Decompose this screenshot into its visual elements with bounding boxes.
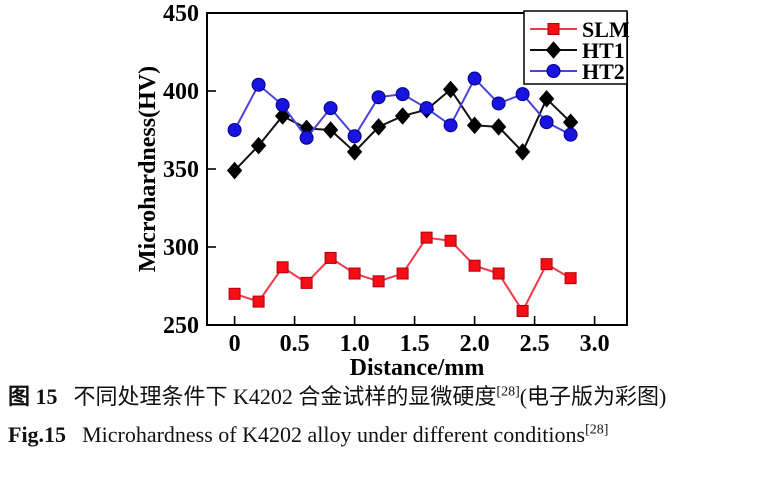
- marker-circle-ht2: [491, 96, 506, 111]
- microhardness-chart: 0 0.5 1.0 1.5 2.0 2.5 3.0 250 300 350 400 450 Distan…: [135, 1, 630, 380]
- marker-circle-ht2: [323, 101, 338, 116]
- marker-square-slm: [564, 272, 577, 285]
- y-tick-label: 300: [163, 235, 199, 261]
- legend-marker-ht1: [545, 41, 562, 59]
- marker-square-slm: [540, 258, 553, 271]
- series-slm: [228, 231, 577, 317]
- marker-circle-ht2: [275, 98, 290, 113]
- marker-circle-ht2: [227, 123, 242, 137]
- marker-diamond-ht1: [226, 161, 243, 180]
- marker-diamond-ht1: [490, 118, 507, 136]
- marker-diamond-ht1: [514, 143, 531, 161]
- x-tick-label: 0.5: [280, 331, 310, 357]
- marker-circle-ht2: [515, 87, 530, 102]
- marker-diamond-ht1: [250, 136, 267, 155]
- caption-cn-citation: [28]: [496, 384, 520, 400]
- marker-square-slm: [396, 267, 409, 280]
- x-tick-label: 2.0: [460, 331, 490, 357]
- marker-square-slm: [372, 275, 385, 288]
- legend-label-slm: SLM: [582, 17, 630, 42]
- marker-diamond-ht1: [442, 80, 459, 99]
- marker-diamond-ht1: [346, 143, 363, 161]
- marker-diamond-ht1: [274, 107, 291, 125]
- marker-square-slm: [324, 251, 337, 264]
- series-ht2: [227, 71, 578, 145]
- y-axis-label: Microhardness(HV): [135, 66, 161, 272]
- marker-diamond-ht1: [538, 90, 555, 108]
- y-tick-label: 450: [163, 1, 199, 27]
- marker-square-slm: [516, 304, 529, 317]
- legend-label-ht2: HT2: [582, 59, 625, 84]
- y-tick-label: 250: [163, 313, 199, 339]
- x-tick-label: 0: [229, 331, 241, 357]
- caption-cn-text-after: (电子版为彩图): [519, 384, 667, 409]
- marker-circle-ht2: [419, 101, 434, 116]
- caption-english: Fig.15 Microhardness of K4202 alloy under…: [0, 419, 774, 450]
- legend: [523, 10, 628, 85]
- marker-square-slm: [300, 276, 313, 289]
- marker-diamond-ht1: [370, 118, 387, 136]
- legend-label-ht1: HT1: [582, 38, 625, 63]
- x-tick-label: 1.0: [340, 331, 370, 357]
- caption-en-label: Fig.15: [8, 422, 67, 448]
- marker-circle-ht2: [347, 129, 362, 144]
- caption-en-citation: [28]: [585, 422, 609, 438]
- caption-chinese: 图 15 不同处理条件下 K4202 合金试样的显微硬度[28](电子版为彩图): [0, 381, 774, 412]
- marker-circle-ht2: [467, 71, 482, 86]
- caption-cn-label: 图 15: [8, 384, 58, 409]
- marker-square-slm: [348, 267, 361, 280]
- marker-diamond-ht1: [466, 116, 483, 135]
- marker-square-slm: [420, 231, 433, 244]
- y-tick-label: 400: [163, 79, 199, 105]
- marker-square-slm: [228, 287, 241, 300]
- marker-diamond-ht1: [322, 121, 339, 139]
- caption-en-text: Microhardness of K4202 alloy under diffe…: [82, 422, 586, 448]
- legend-marker-slm: [547, 23, 560, 35]
- marker-square-slm: [492, 267, 505, 280]
- y-tick-label: 350: [163, 157, 199, 183]
- x-tick-label: 3.0: [580, 331, 610, 357]
- marker-circle-ht2: [563, 127, 578, 142]
- x-axis-label: Distance/mm: [350, 355, 485, 380]
- marker-square-slm: [468, 259, 481, 272]
- legend-marker-ht2: [546, 64, 561, 78]
- marker-circle-ht2: [443, 118, 458, 133]
- x-tick-label: 2.5: [520, 331, 550, 357]
- marker-square-slm: [276, 261, 289, 274]
- plot-frame: [206, 12, 628, 326]
- marker-diamond-ht1: [394, 107, 411, 125]
- marker-square-slm: [252, 295, 265, 308]
- figure-captions: 图 15 不同处理条件下 K4202 合金试样的显微硬度[28](电子版为彩图) …: [0, 381, 774, 450]
- x-tick-label: 1.5: [400, 331, 430, 357]
- marker-circle-ht2: [299, 130, 314, 145]
- marker-circle-ht2: [395, 87, 410, 102]
- marker-circle-ht2: [539, 115, 554, 130]
- caption-cn-text: 不同处理条件下 K4202 合金试样的显微硬度: [73, 384, 497, 409]
- marker-square-slm: [444, 234, 457, 247]
- marker-circle-ht2: [371, 90, 386, 105]
- marker-circle-ht2: [251, 77, 266, 92]
